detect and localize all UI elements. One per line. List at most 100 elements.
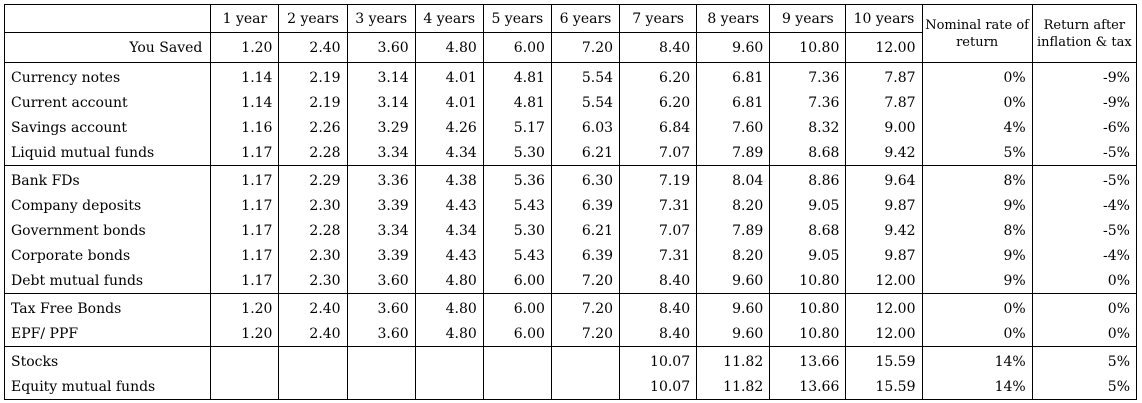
row-label: Company deposits [3,193,212,218]
row-value: 13.66 [769,346,847,374]
row-value: 1.20 [210,293,280,321]
nominal-rate-value: 9% [921,193,1033,218]
real-return-value: 5% [1031,346,1138,374]
row-value: 5.43 [482,193,552,218]
real-return-value: 0% [1031,268,1138,294]
row-value: 6.03 [550,115,621,140]
saved-value: 10.80 [769,32,847,63]
row-value: 7.89 [696,218,771,243]
row-value: 8.32 [769,115,847,140]
header-year: 6 years [550,4,621,33]
row-value: 9.05 [769,243,847,268]
header-year: 10 years [845,4,923,33]
table-row: Stocks 10.07 11.82 13.66 15.59 14% 5% [3,346,1138,374]
row-value: 3.60 [346,268,416,294]
row-value [278,346,348,374]
returns-table: 1 year 2 years 3 years 4 years 5 years 6… [3,4,1138,400]
row-value: 6.30 [550,165,621,193]
nominal-rate-value: 14% [921,346,1033,374]
row-value: 2.40 [278,321,348,347]
row-value: 8.40 [619,293,698,321]
saved-value: 9.60 [696,32,771,63]
row-value: 4.34 [414,218,484,243]
row-value: 3.14 [346,90,416,115]
table-row: Company deposits 1.17 2.30 3.39 4.43 5.43 6.39… [3,193,1138,218]
nominal-rate-value: 0% [921,62,1033,90]
nominal-rate-value: 8% [921,218,1033,243]
header-year: 9 years [769,4,847,33]
row-value: 7.89 [696,140,771,166]
row-value: 8.86 [769,165,847,193]
table-row: Corporate bonds 1.17 2.30 3.39 4.43 5.43 6.39 7… [3,243,1138,268]
row-value: 4.01 [414,90,484,115]
row-value: 10.80 [769,321,847,347]
row-value: 3.39 [346,193,416,218]
row-value: 6.21 [550,140,621,166]
row-value [550,374,621,400]
row-value: 6.00 [482,293,552,321]
header-year: 2 years [278,4,348,33]
table-row: Bank FDs 1.17 2.29 3.36 4.38 5.36 6.30 7.19 8.04… [3,165,1138,193]
row-value: 9.60 [696,293,771,321]
row-value: 6.39 [550,243,621,268]
saved-value: 1.20 [210,32,280,63]
table-row: Debt mutual funds 1.17 2.30 3.60 4.80 6.00 7.2… [3,268,1138,294]
row-label: Liquid mutual funds [3,140,212,166]
nominal-rate-value: 9% [921,243,1033,268]
row-value: 1.17 [210,165,280,193]
table-row: EPF/ PPF 1.20 2.40 3.60 4.80 6.00 7.20 8.40 9.60… [3,321,1138,347]
real-return-value: 0% [1031,321,1138,347]
row-value: 1.17 [210,268,280,294]
row-label: Bank FDs [3,165,212,193]
header-return-after-inflation-tax: Return after inflation & tax [1031,4,1138,63]
row-value: 7.87 [845,62,923,90]
real-return-value: -6% [1031,115,1138,140]
header-nominal-rate: Nominal rate of return [921,4,1033,63]
real-return-value: -4% [1031,243,1138,268]
row-value [482,374,552,400]
row-value [210,374,280,400]
row-value: 7.07 [619,218,698,243]
table-row: Equity mutual funds 10.07 11.82 13.66 15.59 1… [3,374,1138,400]
row-value [414,346,484,374]
row-value: 9.05 [769,193,847,218]
row-value: 13.66 [769,374,847,400]
row-value: 10.80 [769,293,847,321]
nominal-rate-value: 8% [921,165,1033,193]
row-value: 4.34 [414,140,484,166]
row-value: 8.68 [769,218,847,243]
you-saved-label: You Saved [3,32,212,63]
row-value: 3.60 [346,321,416,347]
header-year: 5 years [482,4,552,33]
saved-value: 8.40 [619,32,698,63]
row-value: 5.54 [550,90,621,115]
row-value: 2.28 [278,140,348,166]
row-value: 1.14 [210,90,280,115]
row-value: 2.28 [278,218,348,243]
row-value: 15.59 [845,374,923,400]
row-value: 7.20 [550,293,621,321]
row-value: 10.07 [619,346,698,374]
row-value: 7.87 [845,90,923,115]
header-year: 4 years [414,4,484,33]
row-value: 2.30 [278,268,348,294]
row-value: 3.14 [346,62,416,90]
row-value: 4.81 [482,62,552,90]
row-value: 7.19 [619,165,698,193]
saved-value: 3.60 [346,32,416,63]
header-row: 1 year 2 years 3 years 4 years 5 years 6… [3,4,1138,63]
real-return-value: -5% [1031,140,1138,166]
row-value: 1.17 [210,193,280,218]
row-value: 11.82 [696,374,771,400]
row-value: 8.68 [769,140,847,166]
header-year: 7 years [619,4,698,33]
row-value: 1.16 [210,115,280,140]
saved-value: 12.00 [845,32,923,63]
nominal-rate-value: 9% [921,268,1033,294]
row-value: 4.81 [482,90,552,115]
row-value: 4.38 [414,165,484,193]
row-value: 9.60 [696,321,771,347]
row-value: 1.20 [210,321,280,347]
table-row: Liquid mutual funds 1.17 2.28 3.34 4.34 5.30 6… [3,140,1138,166]
row-value: 5.54 [550,62,621,90]
